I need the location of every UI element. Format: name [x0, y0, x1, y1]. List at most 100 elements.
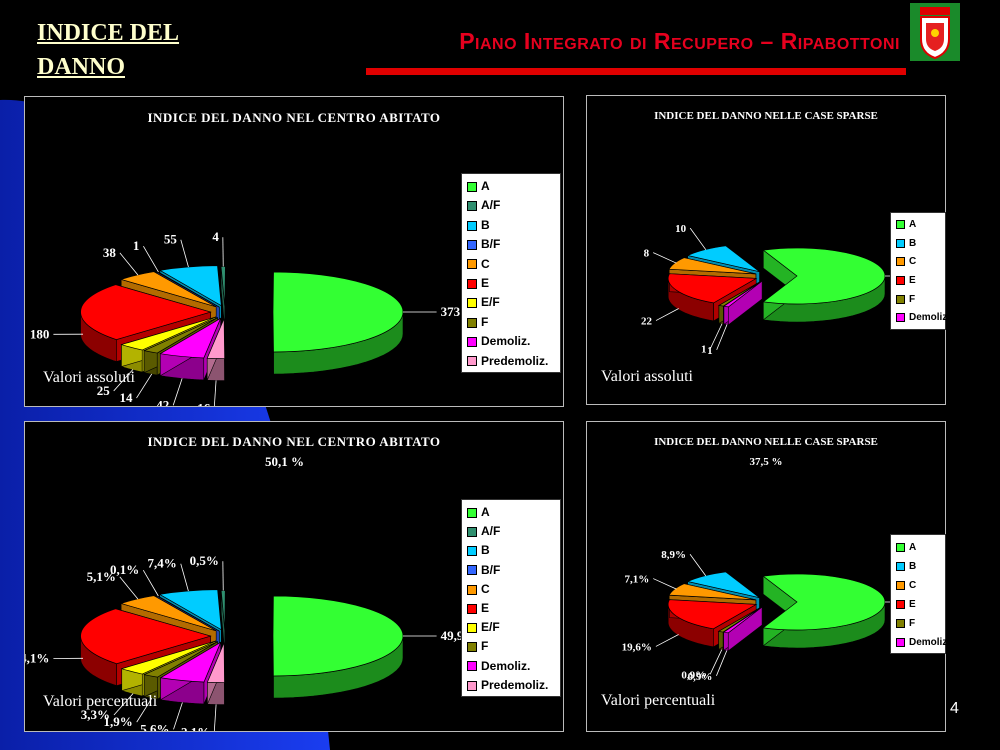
legend-swatch: [467, 240, 477, 251]
legend-label: Demoliz.: [909, 637, 951, 648]
chart-legend: A B C E F Demoliz.: [890, 212, 950, 330]
legend-item-f: F: [896, 291, 915, 310]
chart-panel-centro-abitato-absolute: INDICE DEL DANNO NEL CENTRO ABITATO 373 4…: [24, 96, 564, 407]
chart-panel-case-sparse-absolute: INDICE DEL DANNO NELLE CASE SPARSE 70108…: [586, 95, 950, 405]
pie-slice-top: [120, 271, 217, 308]
pie-slice-predemoliz: [206, 318, 225, 381]
data-label-c: 5,1%: [87, 569, 116, 584]
pie-slice-predemoliz: [206, 642, 225, 705]
pie-slice-a: [272, 271, 404, 375]
legend-swatch: [467, 298, 477, 309]
chart-legend: A A/F B B/F C E E/F F Demoliz. Predemoliz.: [461, 499, 561, 697]
legend-label: F: [909, 293, 916, 305]
pie-slice-top: [667, 599, 758, 630]
legend-item-a: A: [467, 503, 490, 522]
pie-slices: [80, 265, 404, 381]
legend-swatch: [467, 527, 477, 538]
leader-line: [716, 650, 728, 676]
legend-label: E: [481, 601, 490, 615]
data-label-e-f: 25: [97, 383, 111, 398]
legend-swatch: [896, 542, 905, 552]
pie-slice-top: [120, 640, 216, 675]
pie-slice-top: [717, 280, 762, 307]
pie-slice-top: [159, 317, 222, 359]
legend-item-a-f: A/F: [467, 196, 500, 215]
data-label-demoliz: 0,9%: [688, 671, 713, 683]
legend-label: F: [481, 639, 489, 654]
legend-item-b: B: [467, 216, 490, 235]
legend-label: Demoliz.: [909, 312, 951, 324]
pie-slice-top: [206, 642, 225, 683]
legend-label: Predemoliz.: [481, 677, 549, 692]
legend-swatch: [467, 278, 477, 289]
leader-line: [653, 252, 677, 264]
legend-label: E: [481, 276, 490, 290]
legend-item-demoliz: Demoliz.: [896, 309, 950, 328]
legend-label: A: [909, 542, 917, 553]
legend-swatch: [467, 507, 477, 518]
legend-label: C: [909, 256, 917, 268]
pie-slice-top: [722, 606, 763, 634]
data-label-demoliz: 42: [156, 397, 169, 406]
pie-slice-top: [717, 606, 762, 633]
data-label-e: 22: [641, 316, 653, 328]
legend-item-e: E: [896, 272, 916, 291]
leader-line: [710, 323, 723, 349]
legend-label: B: [909, 561, 917, 572]
data-label-f: 0,9%: [681, 669, 706, 681]
leader-line: [180, 563, 189, 592]
legend-item-predemoliz: Predemoliz.: [467, 352, 548, 371]
legend-item-e-f: E/F: [467, 293, 500, 312]
legend-label: F: [909, 618, 916, 629]
data-label-f: 14: [120, 390, 134, 405]
pie-slice-e: [667, 599, 758, 648]
data-label-b: 8,9%: [661, 549, 686, 561]
data-label-f: 1,9%: [103, 714, 132, 729]
legend-swatch: [467, 680, 477, 691]
leader-line: [136, 697, 153, 723]
leader-line: [142, 570, 159, 597]
chart-subtitle: 37,5 %: [749, 456, 783, 468]
chart-title: INDICE DEL DANNO NEL CENTRO ABITATO: [147, 110, 441, 125]
legend-swatch: [467, 661, 477, 672]
legend-label: B: [481, 543, 490, 558]
data-label-demoliz: 5,6%: [140, 721, 169, 731]
chart-caption: Valori percentuali: [601, 692, 716, 709]
pie-slice-top: [668, 583, 756, 601]
legend-swatch: [896, 294, 905, 304]
legend-label: A: [909, 219, 917, 230]
legend-item-f: F: [467, 313, 488, 332]
legend-label: Demoliz.: [481, 334, 531, 349]
leader-line: [655, 634, 679, 647]
municipal-crest-logo: [910, 3, 960, 61]
section-title-line2: DANNO: [37, 54, 125, 80]
legend-swatch: [467, 356, 477, 367]
page-number: 4: [950, 700, 959, 717]
legend-label: Demoliz.: [481, 658, 531, 673]
chart-caption: Valori assoluti: [43, 369, 135, 386]
pie-slice-top: [206, 318, 225, 359]
legend-item-b-f: B/F: [467, 235, 500, 254]
data-label-a-f: 4: [212, 229, 219, 244]
data-label-b-f: 0,1%: [110, 562, 139, 577]
legend-swatch: [467, 201, 477, 212]
pie-slice-top: [120, 316, 216, 351]
chart-title: INDICE DEL DANNO NEL CENTRO ABITATO: [147, 434, 441, 449]
legend-swatch: [896, 580, 905, 590]
legend-label: E: [909, 275, 916, 286]
pie-slice-top: [143, 641, 218, 678]
legend-label: A/F: [481, 524, 501, 539]
legend-label: E: [909, 599, 916, 610]
leader-line: [689, 227, 707, 251]
pie-slices: [667, 245, 886, 326]
leader-line: [172, 378, 183, 406]
legend-label: A/F: [481, 198, 501, 213]
legend-swatch: [896, 219, 905, 229]
legend-swatch: [896, 637, 905, 647]
pie-slice-demoliz: [722, 606, 763, 652]
pie-slice-top: [142, 317, 218, 354]
pie-chart: 49,9%0,5%7,4%0,1%5,1%24,1%3,3%1,9%5,6%2,…: [25, 553, 476, 731]
legend-item-e-f: E/F: [467, 618, 500, 637]
legend-item-e: E: [467, 274, 489, 293]
pie-slices: [667, 571, 886, 652]
